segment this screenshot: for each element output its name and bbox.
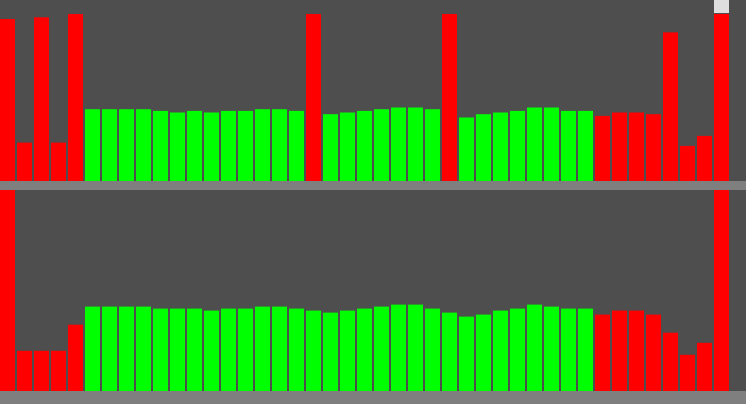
bar-bottom-34 (578, 308, 593, 391)
bar-top-18 (306, 14, 321, 181)
bar-bottom-14 (238, 308, 253, 391)
bar-top-15 (255, 109, 270, 181)
bar-bottom-13 (221, 308, 236, 391)
bar-bottom-42 (714, 190, 729, 391)
bar-top-33 (561, 110, 576, 181)
bar-bottom-25 (425, 308, 440, 391)
bar-bottom-11 (187, 308, 202, 391)
bar-top-29 (493, 112, 508, 181)
bar-bottom-23 (391, 304, 406, 391)
bar-bottom-16 (272, 306, 287, 391)
bar-bottom-12 (204, 310, 219, 391)
bar-top-4 (68, 14, 83, 181)
bar-top-36 (612, 112, 627, 181)
bar-bottom-9 (153, 308, 168, 391)
bar-top-27 (459, 117, 474, 181)
bar-top-35 (595, 115, 610, 181)
bar-bottom-1 (17, 350, 32, 391)
bar-top-12 (204, 112, 219, 181)
bar-bottom-19 (323, 312, 338, 391)
bar-bottom-5 (85, 306, 100, 391)
bottom-scrollbar[interactable] (0, 391, 746, 404)
bar-top-42 (714, 14, 729, 181)
bar-bottom-37 (629, 310, 644, 391)
scroll-thumb[interactable] (714, 0, 729, 13)
bar-top-11 (187, 110, 202, 181)
bar-top-7 (119, 109, 134, 181)
bottom-bar-chart (0, 190, 729, 391)
bar-bottom-41 (697, 342, 712, 391)
bar-top-26 (442, 14, 457, 181)
bar-bottom-20 (340, 310, 355, 391)
bottom-bar-panel (0, 190, 746, 391)
bar-top-10 (170, 112, 185, 181)
bar-bottom-36 (612, 310, 627, 391)
bar-bottom-31 (527, 304, 542, 391)
bar-top-40 (680, 145, 695, 181)
bar-top-5 (85, 109, 100, 181)
bar-bottom-30 (510, 308, 525, 391)
bar-top-34 (578, 110, 593, 181)
bar-top-37 (629, 112, 644, 181)
bar-top-24 (408, 107, 423, 181)
bar-bottom-4 (68, 324, 83, 391)
bar-bottom-32 (544, 306, 559, 391)
bar-top-0 (0, 19, 15, 181)
bar-top-9 (153, 110, 168, 181)
bar-bottom-29 (493, 310, 508, 391)
bar-top-14 (238, 110, 253, 181)
bar-top-17 (289, 110, 304, 181)
bar-bottom-15 (255, 306, 270, 391)
bar-bottom-3 (51, 350, 66, 391)
bar-bottom-35 (595, 314, 610, 391)
bar-bottom-39 (663, 332, 678, 391)
bar-top-41 (697, 135, 712, 181)
bar-top-25 (425, 109, 440, 181)
bar-top-13 (221, 110, 236, 181)
bar-top-2 (34, 17, 49, 181)
bar-bottom-27 (459, 316, 474, 391)
bar-bottom-21 (357, 308, 372, 391)
bar-bottom-18 (306, 310, 321, 391)
bar-bottom-26 (442, 312, 457, 391)
bar-top-22 (374, 109, 389, 181)
bar-bottom-28 (476, 314, 491, 391)
bar-bottom-33 (561, 308, 576, 391)
bar-top-1 (17, 142, 32, 181)
panel-divider[interactable] (0, 181, 746, 190)
top-bar-chart (0, 14, 729, 181)
bar-top-8 (136, 109, 151, 181)
bar-top-23 (391, 107, 406, 181)
bar-top-32 (544, 107, 559, 181)
bar-bottom-2 (34, 350, 49, 391)
bar-top-3 (51, 142, 66, 181)
bar-top-30 (510, 110, 525, 181)
bar-top-28 (476, 114, 491, 181)
bar-bottom-10 (170, 308, 185, 391)
bar-top-21 (357, 110, 372, 181)
bar-bottom-40 (680, 354, 695, 391)
bar-bottom-6 (102, 306, 117, 391)
bar-bottom-0 (0, 190, 15, 391)
bar-top-20 (340, 112, 355, 181)
bar-bottom-38 (646, 314, 661, 391)
bar-bottom-22 (374, 306, 389, 391)
bar-bottom-8 (136, 306, 151, 391)
bar-top-31 (527, 107, 542, 181)
bar-top-38 (646, 114, 661, 181)
bar-top-39 (663, 32, 678, 181)
top-bar-panel (0, 0, 746, 181)
bar-top-16 (272, 109, 287, 181)
bar-top-19 (323, 114, 338, 181)
bar-top-6 (102, 109, 117, 181)
bar-bottom-17 (289, 308, 304, 391)
bar-bottom-7 (119, 306, 134, 391)
bar-bottom-24 (408, 304, 423, 391)
